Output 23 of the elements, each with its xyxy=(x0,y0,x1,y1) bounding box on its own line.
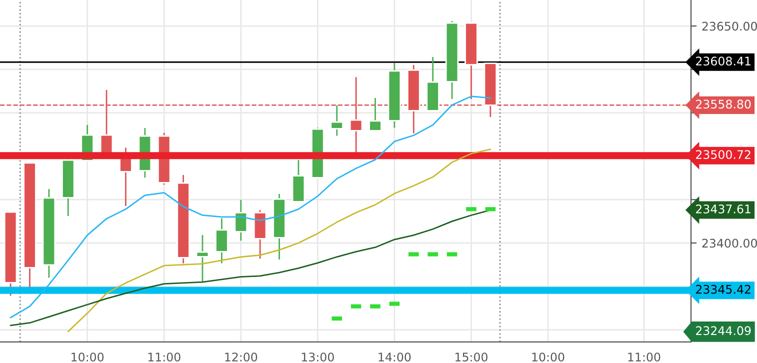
ref-line-label: 23500.72 xyxy=(696,150,750,160)
x-tick-label: 10:00 xyxy=(532,352,564,362)
x-tick-label: 11:00 xyxy=(628,352,660,362)
x-tick-label: 13:00 xyxy=(302,352,334,362)
x-tick-label: 12:00 xyxy=(225,352,258,362)
text: 23244.09 xyxy=(696,326,751,336)
text: 23437.61 xyxy=(696,204,750,214)
ref-line-label: 23558.80 xyxy=(696,100,751,109)
x-tick-label: 11:00 xyxy=(148,352,180,362)
y-tick-label: 23400.00 xyxy=(702,238,757,248)
line-series xyxy=(10,96,492,318)
x-tick-label: 10:00 xyxy=(72,352,104,362)
candlestick xyxy=(368,97,382,132)
candlestick xyxy=(215,218,228,264)
ref-line-label: 23345.42 xyxy=(696,284,750,294)
x-tick-label: 14:00 xyxy=(378,352,411,362)
candlestick xyxy=(196,234,210,282)
line-series xyxy=(67,148,492,332)
candlestick xyxy=(234,199,248,242)
x-tick-label: 15:00 xyxy=(456,352,488,362)
candlestick xyxy=(330,104,344,136)
ref-line-label: 23608.41 xyxy=(696,56,750,66)
y-tick-label: 23650.00 xyxy=(702,22,757,31)
